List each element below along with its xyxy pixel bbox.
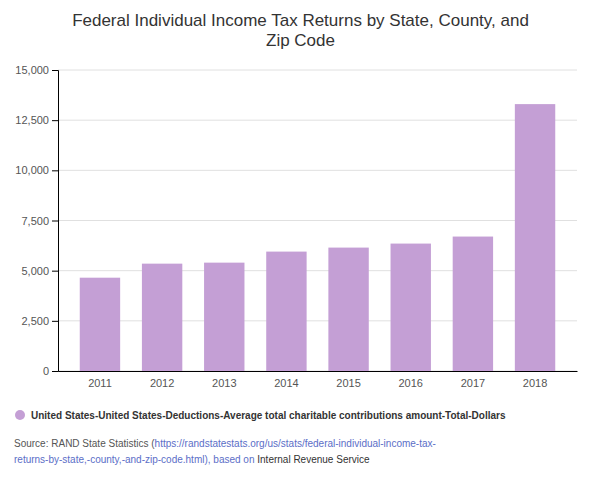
y-tick-label: 12,500 [15,114,49,126]
y-tick-mark [52,271,58,272]
chart: Federal Individual Income Tax Returns by… [0,0,601,501]
x-tick-label: 2011 [88,377,112,389]
x-tick-label: 2018 [523,377,547,389]
y-tick: 5,000 [21,265,58,277]
legend: United States-United States-Deductions-A… [15,410,506,421]
y-tick-mark [52,221,58,222]
x-tick: 2015 [336,377,360,389]
x-tick: 2014 [274,377,298,389]
source-text: returns-by-state,-county,-and-zip-code.h… [14,454,257,465]
y-tick-mark [52,371,58,372]
y-tick-label: 7,500 [21,215,49,227]
legend-marker [15,410,25,420]
bar [391,244,431,371]
y-tick: 0 [43,365,58,377]
grid-line [58,120,577,121]
y-tick-label: 0 [43,365,49,377]
y-tick-mark [52,120,58,121]
grid-line [58,220,577,221]
grid-line [58,320,577,321]
legend-label: United States-United States-Deductions-A… [31,410,506,421]
y-tick-label: 2,500 [21,315,49,327]
title-line: Zip Code [266,31,335,50]
y-axis: 0 2,500 5,000 7,500 10,000 12,500 15,000 [15,64,58,377]
source-line: returns-by-state,-county,-and-zip-code.h… [14,454,370,465]
bar [80,278,120,371]
x-tick: 2012 [150,377,174,389]
plot: 02,5005,0007,50010,00012,50015,000201120… [15,64,577,389]
source-text: Internal Revenue Service [257,454,370,465]
source-line: Source: RAND State Statistics (https://r… [14,438,436,449]
x-axis: 2011 2012 2013 2014 2015 2016 2017 2018 [59,372,578,389]
grid-line [58,371,577,372]
x-axis-line [59,371,578,372]
x-tick: 2017 [461,377,485,389]
x-tick: 2018 [523,377,547,389]
y-tick-label: 10,000 [15,164,49,176]
x-tick: 2013 [212,377,236,389]
bar [328,248,368,371]
y-tick-label: 15,000 [15,64,49,76]
grid-line [58,170,577,171]
y-tick: 12,500 [15,114,58,126]
grid [58,70,577,371]
y-axis-line [52,71,59,372]
bar [453,237,493,371]
bar [266,252,306,371]
y-tick: 10,000 [15,164,58,176]
x-tick: 2011 [88,377,112,389]
y-tick: 15,000 [15,64,58,76]
x-tick-label: 2014 [274,377,298,389]
source-text: https://randstatestats.org/us/stats/fede… [155,438,436,449]
y-tick: 7,500 [21,215,58,227]
grid-line [58,270,577,271]
source-text: Source: RAND State Statistics ( [14,438,155,449]
x-tick-label: 2016 [398,377,422,389]
y-tick-mark [52,170,58,171]
bar [515,104,555,371]
y-tick: 2,500 [21,315,58,327]
bar [204,263,244,371]
y-tick-mark [52,70,58,71]
x-tick-label: 2012 [150,377,174,389]
x-tick-label: 2015 [336,377,360,389]
x-tick: 2016 [398,377,422,389]
title: Federal Individual Income Tax Returns by… [72,11,529,50]
bars [80,104,555,371]
title-line: Federal Individual Income Tax Returns by… [72,11,529,30]
x-tick-label: 2017 [461,377,485,389]
y-tick-label: 5,000 [21,265,49,277]
bar [142,264,182,371]
x-tick-label: 2013 [212,377,236,389]
y-tick-mark [52,321,58,322]
grid-line [58,70,577,71]
